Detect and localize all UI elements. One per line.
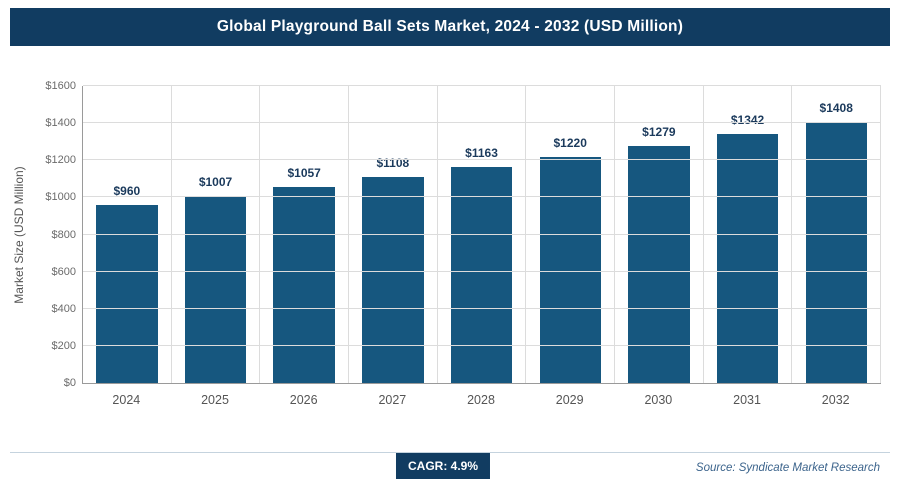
y-axis-tick-labels: $0 $200 $400 $600 $800 $1000 $1200 $1400 $1600 <box>0 80 76 389</box>
bar <box>628 145 690 383</box>
x-axis-label: 2027 <box>378 393 407 407</box>
category-column: $1057 <box>260 86 350 383</box>
bar-value-label: $1007 <box>198 175 233 190</box>
category-column: $1108 <box>349 86 438 383</box>
x-axis-label: 2026 <box>289 393 318 407</box>
category-columns: $960 $1007 $1057 $1108 $1163 $1220 $1279 $1342 $… <box>83 86 882 383</box>
gridline <box>83 85 881 86</box>
y-axis-tick-label: $1000 <box>45 191 76 204</box>
chart-title: Global Playground Ball Sets Market, 2024… <box>216 18 684 35</box>
bar-value-label: $1408 <box>819 100 853 115</box>
plot-area: $960 $1007 $1057 $1108 $1163 $1220 $1279 $1342 $… <box>82 85 882 384</box>
y-axis-tick-label: $0 <box>63 377 76 389</box>
gridline <box>83 307 881 309</box>
bar <box>184 196 247 383</box>
x-axis-label: 2031 <box>733 393 761 407</box>
y-axis-tick-label: $1600 <box>45 80 76 92</box>
x-axis-label: 2030 <box>644 393 673 407</box>
bar <box>362 177 424 383</box>
bar-value-label: $1220 <box>553 135 587 150</box>
bar <box>450 167 513 383</box>
x-axis-label: 2025 <box>201 393 229 407</box>
x-axis-labels: 2024 2025 2026 2027 2028 2029 2030 2031 2032 <box>82 393 880 407</box>
category-column: $1342 <box>704 86 793 383</box>
x-axis-label: 2024 <box>112 393 141 407</box>
y-axis-tick-label: $800 <box>51 228 76 241</box>
bar-value-label: $1342 <box>730 112 765 127</box>
category-column: $1279 <box>615 86 704 383</box>
category-column: $1007 <box>172 86 261 383</box>
category-column: $1163 <box>438 86 527 383</box>
category-column: $960 <box>83 86 172 383</box>
y-axis-tick-label: $1400 <box>45 117 76 130</box>
x-axis-label: 2029 <box>555 393 584 407</box>
y-axis-tick-label: $1200 <box>45 154 76 167</box>
bar <box>716 133 779 383</box>
gridline <box>83 344 881 346</box>
header-bar: Global Playground Ball Sets Market, 2024… <box>10 8 890 46</box>
bar-value-label: $960 <box>113 183 141 198</box>
x-axis-label: 2028 <box>467 393 495 407</box>
gridline <box>83 122 881 124</box>
gridline <box>83 196 881 198</box>
bar-value-label: $1057 <box>287 165 321 180</box>
cagr-badge: CAGR: 4.9% <box>395 453 491 479</box>
bar <box>273 186 335 383</box>
gridline <box>83 270 881 272</box>
category-column: $1408 <box>792 86 882 383</box>
y-axis-tick-label: $600 <box>51 265 76 278</box>
source-text: Source: Syndicate Market Research <box>695 462 880 474</box>
y-axis-tick-label: $400 <box>51 302 76 315</box>
cagr-label: CAGR: 4.9% <box>407 459 479 473</box>
gridline <box>83 233 881 235</box>
bar-value-label: $1163 <box>465 146 498 161</box>
gridline <box>83 159 881 161</box>
category-column: $1220 <box>526 86 616 383</box>
bar <box>96 204 158 383</box>
x-axis-label: 2032 <box>821 393 850 407</box>
footer-divider <box>10 452 890 453</box>
bar-value-label: $1279 <box>642 124 676 139</box>
bar <box>805 121 867 383</box>
y-axis-tick-label: $200 <box>51 339 76 352</box>
